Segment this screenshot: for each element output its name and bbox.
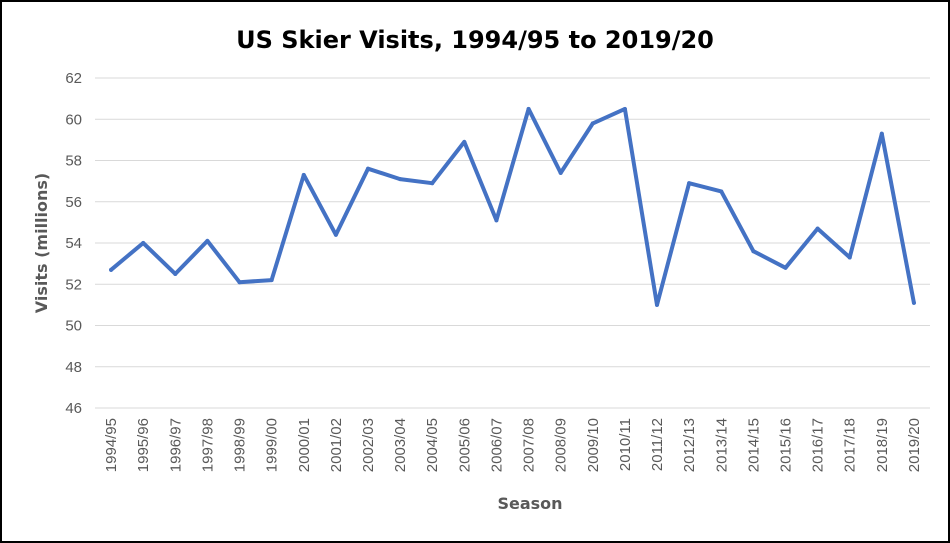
data-point — [879, 131, 884, 136]
y-tick-label: 58 — [65, 153, 82, 170]
x-tick-label: 2009/10 — [585, 418, 602, 472]
x-tick-label: 1998/99 — [232, 418, 249, 472]
y-axis-label: Visits (millions) — [32, 173, 51, 313]
series-line — [109, 106, 916, 307]
y-tick-label: 52 — [65, 276, 82, 293]
data-point — [173, 271, 178, 276]
x-tick-label: 1997/98 — [199, 418, 216, 472]
data-point — [269, 278, 274, 283]
data-point — [333, 232, 338, 237]
data-point — [398, 177, 403, 182]
x-tick-label: 1995/96 — [135, 418, 152, 472]
data-point — [751, 249, 756, 254]
data-point — [847, 255, 852, 260]
x-tick-label: 2003/04 — [392, 418, 409, 472]
y-tick-label: 60 — [65, 111, 82, 128]
x-tick-label: 2010/11 — [617, 418, 634, 471]
x-tick-label: 2013/14 — [713, 418, 730, 472]
x-tick-label: 2007/08 — [521, 418, 538, 472]
y-tick-label: 62 — [65, 70, 82, 87]
x-tick-label: 2008/09 — [553, 418, 570, 472]
data-point — [205, 238, 210, 243]
x-axis-label: Season — [497, 494, 562, 513]
x-tick-label: 2006/07 — [488, 418, 505, 472]
y-tick-label: 48 — [65, 359, 82, 376]
x-tick-label: 1999/00 — [264, 418, 281, 472]
data-point — [783, 265, 788, 270]
data-point — [109, 267, 114, 272]
y-tick-label: 50 — [65, 318, 82, 335]
y-tick-label: 54 — [65, 235, 82, 252]
data-point — [622, 106, 627, 111]
data-point — [237, 280, 242, 285]
x-tick-label: 2004/05 — [424, 418, 441, 472]
data-point — [558, 170, 563, 175]
data-point — [430, 181, 435, 186]
data-point — [141, 241, 146, 245]
data-point — [911, 300, 916, 305]
data-point — [590, 121, 595, 126]
x-tick-label: 2019/20 — [906, 418, 923, 472]
data-point — [655, 302, 660, 307]
x-tick-label: 2002/03 — [360, 418, 377, 472]
data-point — [462, 139, 467, 144]
data-point — [494, 218, 499, 223]
data-point — [301, 172, 306, 177]
data-point — [526, 106, 531, 111]
x-tick-label: 2014/15 — [745, 418, 762, 472]
x-tick-label: 1994/95 — [103, 418, 120, 472]
x-tick-label: 2012/13 — [681, 418, 698, 472]
x-tick-label: 2016/17 — [810, 418, 827, 472]
data-point — [719, 189, 724, 194]
chart-title: US Skier Visits, 1994/95 to 2019/20 — [236, 26, 714, 54]
x-tick-label: 1996/97 — [167, 418, 184, 472]
x-tick-label: 2001/02 — [328, 418, 345, 472]
y-tick-label: 46 — [65, 400, 82, 417]
data-point — [365, 166, 370, 171]
x-tick-label: 2005/06 — [456, 418, 473, 472]
x-tick-label: 2017/18 — [842, 418, 859, 472]
y-tick-label: 56 — [65, 194, 82, 211]
data-point — [687, 181, 692, 186]
x-tick-label: 2011/12 — [649, 418, 666, 471]
data-point — [815, 226, 820, 231]
x-tick-label: 2018/19 — [874, 418, 891, 472]
x-tick-label: 2000/01 — [296, 418, 313, 472]
x-tick-label: 2015/16 — [777, 418, 794, 472]
